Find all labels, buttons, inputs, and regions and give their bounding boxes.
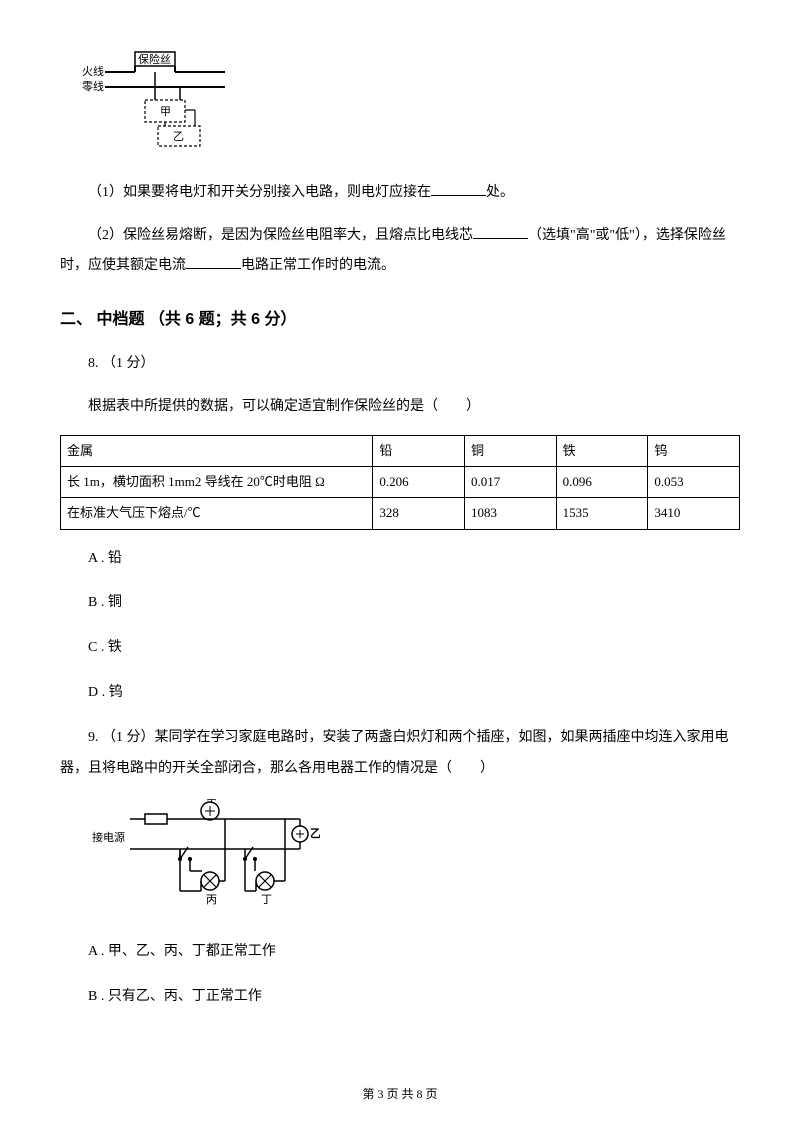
option-d[interactable]: D . 钨 <box>88 678 740 709</box>
live-wire-label: 火线 <box>82 64 104 78</box>
th-fe: 铁 <box>556 435 648 466</box>
power-label: 接电源 <box>92 830 125 844</box>
q8-number: 8. （1 分） <box>60 349 740 380</box>
box-jia-label: 甲 <box>160 106 171 118</box>
q8-stem: 根据表中所提供的数据，可以确定适宜制作保险丝的是（ ） <box>60 392 740 423</box>
td-r2c1: 328 <box>373 498 465 529</box>
diagram1-svg: 保险丝 火线 零线 甲 乙 <box>80 50 230 150</box>
td-r1c3: 0.096 <box>556 467 648 498</box>
option-c[interactable]: C . 铁 <box>88 633 740 664</box>
th-pb: 铅 <box>373 435 465 466</box>
circuit-diagram-2: 接电源 甲 乙 丙 丁 <box>90 799 740 922</box>
td-r1c1: 0.206 <box>373 467 465 498</box>
fuse-label: 保险丝 <box>138 52 171 66</box>
q7-1-suffix: 处。 <box>486 185 514 200</box>
jia-label: 甲 <box>206 799 217 805</box>
td-r2c4: 3410 <box>648 498 740 529</box>
td-r1c2: 0.017 <box>465 467 557 498</box>
neutral-wire-label: 零线 <box>82 79 104 93</box>
yi-label: 乙 <box>310 827 320 840</box>
circuit-diagram-1: 保险丝 火线 零线 甲 乙 <box>80 50 740 163</box>
q7-1-prefix: （1）如果要将电灯和开关分别接入电路，则电灯应接在 <box>88 185 431 200</box>
q7-sub2: （2）保险丝易熔断，是因为保险丝电阻率大，且熔点比电线芯（选填"高"或"低"），… <box>60 221 740 283</box>
blank-3[interactable] <box>186 255 241 269</box>
option-b[interactable]: B . 只有乙、丙、丁正常工作 <box>88 982 740 1013</box>
table-row: 长 1m，横切面积 1mm2 导线在 20℃时电阻 Ω 0.206 0.017 … <box>61 467 740 498</box>
blank-1[interactable] <box>431 182 486 196</box>
q9-options: A . 甲、乙、丙、丁都正常工作 B . 只有乙、丙、丁正常工作 <box>88 937 740 1013</box>
td-r2c0: 在标准大气压下熔点/℃ <box>61 498 373 529</box>
page-footer: 第 3 页 共 8 页 <box>0 1081 800 1107</box>
td-r1c4: 0.053 <box>648 467 740 498</box>
box-yi-label: 乙 <box>173 130 184 143</box>
ding-label: 丁 <box>261 894 272 906</box>
q9-stem: 9. （1 分）某同学在学习家庭电路时，安装了两盏白炽灯和两个插座，如图，如果两… <box>60 723 740 785</box>
td-r2c3: 1535 <box>556 498 648 529</box>
option-a[interactable]: A . 甲、乙、丙、丁都正常工作 <box>88 937 740 968</box>
q7-2-p1: （2）保险丝易熔断，是因为保险丝电阻率大，且熔点比电线芯 <box>88 228 473 243</box>
option-a[interactable]: A . 铅 <box>88 544 740 575</box>
section-2-title: 二、 中档题 （共 6 题；共 6 分） <box>60 302 740 337</box>
th-w: 钨 <box>648 435 740 466</box>
th-metal: 金属 <box>61 435 373 466</box>
q8-table: 金属 铅 铜 铁 钨 长 1m，横切面积 1mm2 导线在 20℃时电阻 Ω 0… <box>60 435 740 530</box>
q7-2-p3: 电路正常工作时的电流。 <box>241 258 395 273</box>
blank-2[interactable] <box>473 225 528 239</box>
diagram2-svg: 接电源 甲 乙 丙 丁 <box>90 799 320 909</box>
td-r2c2: 1083 <box>465 498 557 529</box>
option-b[interactable]: B . 铜 <box>88 588 740 619</box>
th-cu: 铜 <box>465 435 557 466</box>
table-row: 金属 铅 铜 铁 钨 <box>61 435 740 466</box>
td-r1c0: 长 1m，横切面积 1mm2 导线在 20℃时电阻 Ω <box>61 467 373 498</box>
q8-options: A . 铅 B . 铜 C . 铁 D . 钨 <box>88 544 740 709</box>
table-row: 在标准大气压下熔点/℃ 328 1083 1535 3410 <box>61 498 740 529</box>
q7-sub1: （1）如果要将电灯和开关分别接入电路，则电灯应接在 处。 <box>60 178 740 209</box>
bing-label: 丙 <box>206 894 217 906</box>
